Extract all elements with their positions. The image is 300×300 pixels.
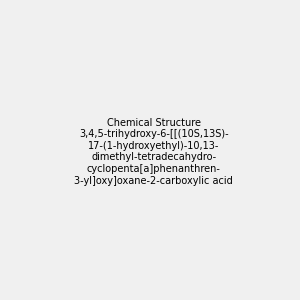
Text: Chemical Structure
3,4,5-trihydroxy-6-[[(10S,13S)-
17-(1-hydroxyethyl)-10,13-
di: Chemical Structure 3,4,5-trihydroxy-6-[[… <box>74 118 233 185</box>
